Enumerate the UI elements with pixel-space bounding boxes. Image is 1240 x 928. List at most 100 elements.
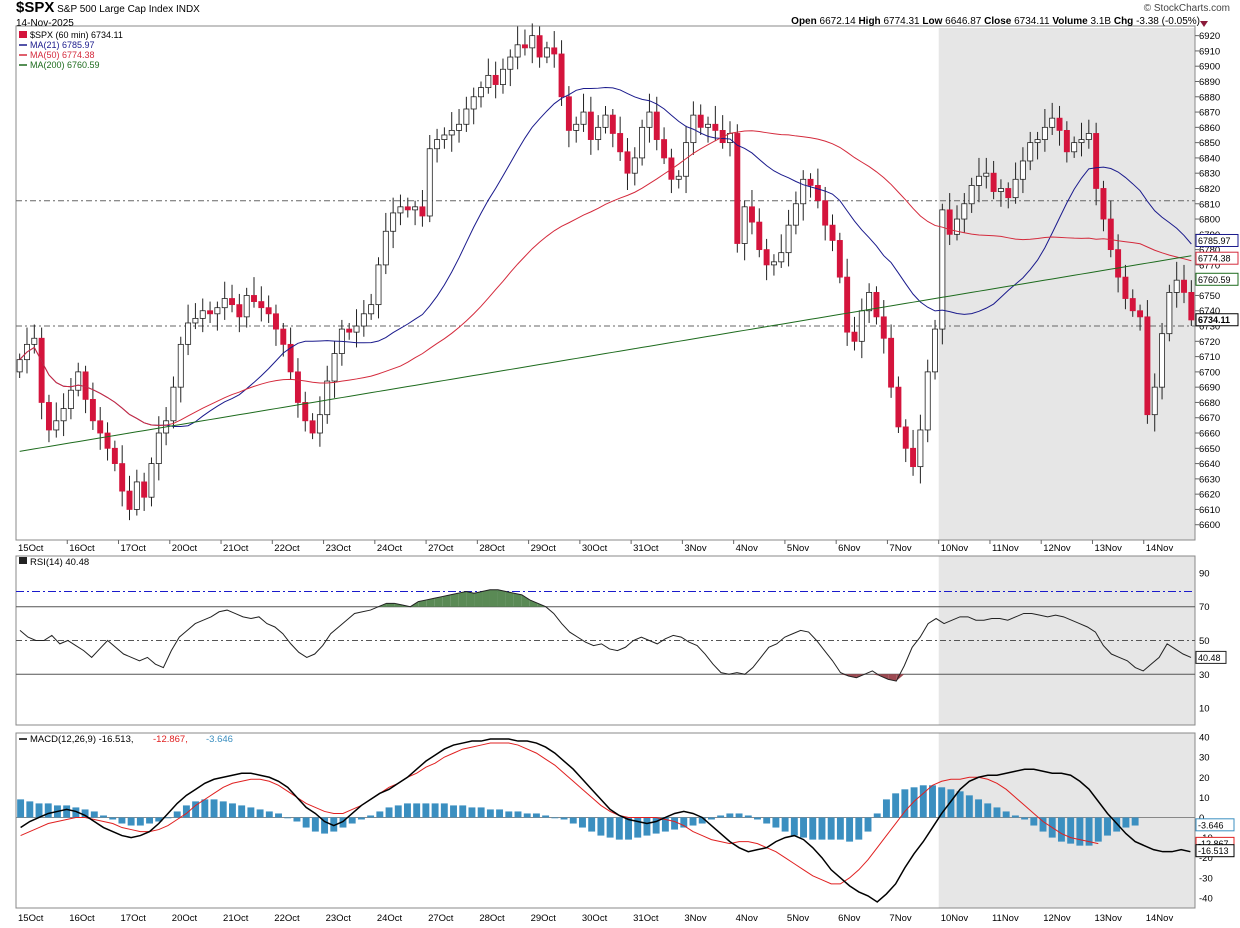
candle-body xyxy=(331,353,338,382)
macd-histogram-bar xyxy=(625,817,632,840)
candle-body xyxy=(1019,160,1026,180)
macd-histogram-bar xyxy=(1057,817,1065,842)
candle-body xyxy=(551,47,558,55)
candle-body xyxy=(631,157,638,174)
macd-tick-label: 10 xyxy=(1199,793,1210,804)
macd-histogram-bar xyxy=(100,815,107,818)
candle-body xyxy=(609,114,616,134)
exchange: INDX xyxy=(175,4,200,15)
macd-histogram-bar xyxy=(726,813,734,818)
candle-body xyxy=(1129,298,1136,312)
macd-histogram-bar xyxy=(680,817,688,828)
macd-histogram-bar xyxy=(275,813,282,818)
price-tick-label: 6800 xyxy=(1199,215,1220,226)
macd-histogram-bar xyxy=(136,817,144,826)
macd-histogram-bar xyxy=(717,815,725,818)
candle-body xyxy=(976,175,982,186)
macd-histogram-bar xyxy=(247,807,255,818)
rsi-overbought-fill xyxy=(521,594,530,607)
candle-body xyxy=(368,304,375,315)
highlight-region-2 xyxy=(938,733,1195,908)
macd-histogram-bar xyxy=(993,807,1001,818)
macd-x-tick-label: 10Nov xyxy=(941,913,969,924)
candle-body xyxy=(727,133,733,144)
macd-x-tick-label: 27Oct xyxy=(428,913,454,924)
candle-body xyxy=(478,87,484,98)
macd-value-tag-label: -3.646 xyxy=(1198,820,1224,830)
macd-histogram-bar xyxy=(744,815,752,818)
x-tick-label: 12Nov xyxy=(1043,543,1071,554)
panel-frame-0 xyxy=(15,25,1196,541)
x-tick-label: 5Nov xyxy=(787,543,809,554)
candle-body xyxy=(104,432,111,449)
candle-body xyxy=(470,96,477,110)
macd-histogram-bar xyxy=(265,811,273,818)
candle-body xyxy=(89,398,96,422)
price-tag-label: 6785.97 xyxy=(1198,236,1231,246)
watermark: © StockCharts.com xyxy=(1143,3,1230,14)
macd-histogram-bar xyxy=(634,817,642,838)
candle-body xyxy=(1085,133,1092,140)
price-tick-label: 6740 xyxy=(1199,306,1220,317)
macd-histogram-bar xyxy=(1002,811,1010,818)
x-tick-label: 4Nov xyxy=(736,543,758,554)
candle-body xyxy=(580,111,587,125)
macd-histogram-bar xyxy=(496,809,504,818)
candle-body xyxy=(221,298,228,309)
candle-body xyxy=(917,429,924,468)
x-tick-label: 10Nov xyxy=(941,543,969,554)
candle-body xyxy=(683,142,690,177)
candle-body xyxy=(873,292,880,318)
candle-body xyxy=(155,432,162,464)
price-tick-label: 6750 xyxy=(1199,291,1220,302)
macd-x-tick-label: 3Nov xyxy=(684,913,706,924)
macd-histogram-bar xyxy=(1039,817,1047,832)
candle-body xyxy=(273,313,279,330)
candle-body xyxy=(697,114,704,128)
price-tick-label: 6780 xyxy=(1199,245,1220,256)
macd-histogram-bar xyxy=(1094,817,1102,842)
macd-histogram-bar xyxy=(284,817,292,819)
candle-body xyxy=(770,261,777,266)
candle-body xyxy=(229,298,235,306)
candle-body xyxy=(587,111,594,140)
macd-histogram-bar xyxy=(707,817,715,820)
candle-body xyxy=(280,328,287,345)
macd-histogram-bar xyxy=(219,801,227,818)
macd-histogram-bar xyxy=(17,799,25,818)
x-tick-label: 27Oct xyxy=(428,543,454,554)
candle-body xyxy=(390,212,397,232)
rsi-overbought-fill xyxy=(466,591,475,607)
candle-body xyxy=(946,209,953,235)
candle-body xyxy=(888,337,895,388)
macd-histogram-bar xyxy=(763,817,771,824)
macd-histogram-bar xyxy=(63,805,71,818)
candle-body xyxy=(463,108,470,125)
candle-body xyxy=(243,295,250,318)
macd-histogram-bar xyxy=(698,817,706,824)
macd-x-tick-label: 13Nov xyxy=(1094,913,1122,924)
candle-body xyxy=(287,343,294,373)
macd-histogram-bar xyxy=(882,799,890,818)
candle-body xyxy=(1166,292,1173,335)
candle-body xyxy=(902,426,909,449)
price-tick-label: 6840 xyxy=(1199,153,1220,164)
price-tick-label: 6640 xyxy=(1199,459,1220,470)
candle-body xyxy=(360,313,367,327)
macd-x-tick-label: 4Nov xyxy=(736,913,758,924)
price-tag-box xyxy=(1195,313,1239,327)
macd-histogram-bar xyxy=(1021,817,1029,820)
price-tick-label: 6620 xyxy=(1199,490,1220,501)
candle-body xyxy=(763,249,770,266)
macd-histogram-bar xyxy=(1131,817,1139,826)
candle-body xyxy=(756,221,763,251)
macd-histogram-bar xyxy=(404,803,411,818)
macd-x-tick-label: 7Nov xyxy=(889,913,911,924)
candle-body xyxy=(639,126,646,159)
macd-histogram-bar xyxy=(597,817,605,836)
candle-body xyxy=(734,133,741,244)
candle-body xyxy=(404,206,411,211)
price-tick-label: 6690 xyxy=(1199,383,1220,394)
macd-histogram-bar xyxy=(431,803,439,818)
macd-signal-line xyxy=(20,742,1099,885)
